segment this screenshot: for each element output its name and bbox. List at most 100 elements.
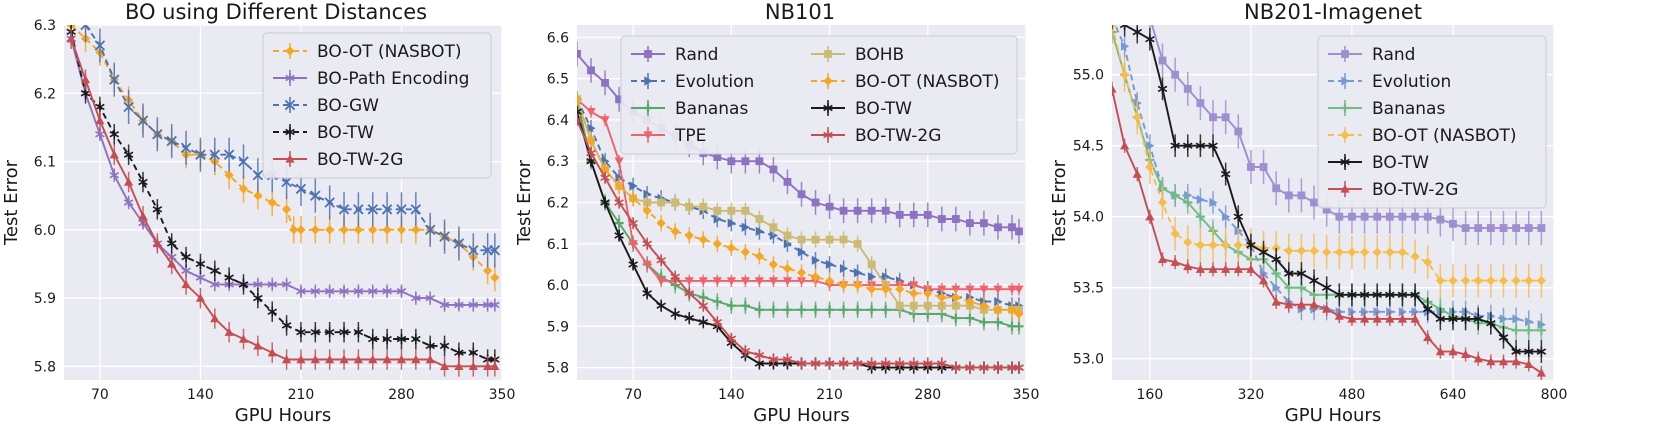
data-point: [1014, 321, 1024, 331]
data-point: [614, 218, 624, 228]
data-point: [411, 225, 421, 235]
legend-label: Rand: [675, 45, 718, 65]
data-point: [811, 198, 820, 207]
data-point: [396, 354, 407, 364]
data-point: [396, 225, 407, 235]
data-point: [310, 286, 321, 297]
data-point: [1473, 354, 1483, 363]
data-point: [810, 358, 821, 369]
x-tick-label: 280: [914, 387, 941, 403]
data-point: [698, 235, 708, 245]
data-point: [382, 225, 392, 235]
data-point: [382, 333, 392, 345]
data-point: [1398, 212, 1407, 221]
data-point: [1258, 247, 1269, 258]
legend-item: TPE: [631, 126, 706, 146]
data-point: [838, 358, 849, 369]
data-point: [490, 361, 500, 371]
data-point: [882, 272, 891, 282]
legend-item: Evolution: [631, 72, 754, 92]
series-bo-tw: [1112, 25, 1547, 363]
data-point: [713, 206, 722, 215]
data-point: [1410, 251, 1420, 262]
data-point: [1196, 195, 1205, 205]
legend-marker: [1340, 130, 1350, 140]
legend-label: BO-OT (NASBOT): [855, 72, 1000, 92]
data-point: [296, 286, 306, 297]
data-point: [577, 106, 582, 117]
data-point: [796, 277, 807, 286]
data-point: [396, 204, 407, 215]
legend-box: [620, 35, 1018, 155]
data-point: [853, 206, 862, 215]
data-point: [1183, 84, 1192, 93]
data-point: [712, 317, 723, 328]
data-point: [1511, 325, 1521, 335]
data-point: [642, 206, 652, 216]
data-point: [1486, 356, 1496, 366]
data-point: [1121, 0, 1129, 8]
data-point: [1246, 240, 1256, 251]
data-point: [1247, 163, 1255, 171]
legend-item: BO-TW-2G: [273, 150, 403, 170]
x-tick-label: 280: [388, 387, 415, 403]
data-point: [253, 279, 263, 290]
data-point: [825, 259, 835, 270]
legend-marker: [644, 50, 652, 58]
data-point: [642, 238, 652, 249]
data-point: [853, 280, 863, 290]
data-point: [810, 272, 821, 282]
data-point: [867, 272, 877, 282]
y-tick-label: 6.1: [547, 237, 569, 253]
data-point: [454, 347, 464, 358]
data-point: [339, 354, 349, 364]
data-point: [1397, 289, 1408, 300]
y-tick-label: 6.3: [34, 18, 56, 34]
chart-title: NB201-Imagenet: [1244, 0, 1422, 24]
data-point: [281, 279, 292, 290]
data-point: [768, 305, 779, 315]
data-point: [1272, 283, 1281, 293]
legend-marker: [823, 76, 833, 86]
data-point: [965, 296, 975, 307]
data-point: [1435, 313, 1446, 324]
legend-item: Evolution: [1328, 72, 1451, 92]
data-point: [1014, 285, 1024, 294]
y-tick-label: 55.0: [1073, 68, 1104, 84]
data-point: [1157, 197, 1168, 208]
data-point: [94, 40, 106, 51]
data-point: [123, 197, 134, 208]
data-point: [1498, 356, 1509, 366]
data-point: [838, 280, 849, 290]
data-point: [1537, 224, 1546, 232]
data-point: [684, 230, 694, 241]
legend-marker: [643, 131, 653, 140]
data-point: [614, 230, 624, 241]
y-tick-label: 6.6: [547, 30, 569, 46]
x-tick-label: 210: [816, 387, 843, 403]
data-point: [909, 288, 919, 298]
series-bo-ot-nasbot: [1112, 25, 1546, 298]
data-point: [1460, 313, 1471, 324]
y-tick-label: 53.5: [1073, 281, 1104, 297]
data-point: [727, 218, 736, 228]
legend-label: BOHB: [855, 45, 904, 65]
data-point: [796, 358, 807, 369]
data-point: [1221, 264, 1231, 273]
data-point: [1112, 25, 1117, 30]
data-point: [908, 358, 919, 369]
y-tick-label: 5.8: [547, 361, 569, 377]
data-point: [468, 361, 478, 371]
legend-label: BO-TW-2G: [855, 126, 941, 146]
data-point: [614, 157, 624, 166]
data-point: [1007, 285, 1017, 294]
data-point: [224, 327, 234, 336]
x-tick-label: 210: [288, 387, 315, 403]
data-point: [1397, 247, 1408, 257]
data-point: [1360, 212, 1369, 221]
data-point: [66, 34, 76, 43]
data-point: [1120, 70, 1130, 80]
y-tick-label: 6.0: [547, 278, 569, 294]
data-point: [741, 206, 750, 215]
